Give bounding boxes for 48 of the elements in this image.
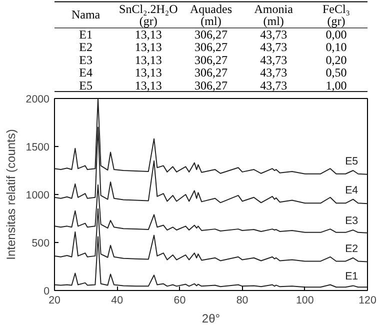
category-label: E1 [79, 27, 92, 42]
text: 0,50 [326, 66, 347, 80]
series-label: E2 [345, 242, 358, 255]
text: 306,27 [194, 52, 228, 67]
category-label: SnCl₂.2H₂O (gr) [119, 2, 178, 28]
category-label: E2 [79, 40, 92, 54]
y-axis-title: Intensitas relatif (counts) [4, 129, 18, 260]
text: Nama [71, 8, 101, 22]
text: 43,73 [260, 66, 288, 80]
category-label: Aquades (ml) [190, 2, 232, 28]
text: 13,13 [134, 40, 162, 54]
y-tick-label: 500 [32, 238, 50, 250]
text: 43,73 [260, 52, 288, 67]
y-tick-label: 2000 [26, 94, 50, 106]
series-label: E3 [345, 215, 358, 228]
x-tick-label: 100 [296, 294, 314, 306]
text: 0,00 [326, 27, 347, 42]
y-tick-label: 1000 [26, 190, 50, 202]
x-axis-title: 2θ° [202, 312, 220, 326]
text: 0,10 [326, 40, 347, 54]
y-tick-label: 1500 [26, 142, 50, 154]
series-label: E1 [345, 270, 358, 283]
category-label: E3 [79, 52, 92, 67]
x-tick-label: 40 [111, 294, 124, 306]
text: 13,13 [134, 66, 162, 80]
text: 306,27 [194, 40, 228, 54]
text: 0,20 [326, 52, 347, 67]
category-label: Amonia (ml) [254, 2, 294, 28]
text: 43,73 [260, 27, 288, 42]
text: 306,27 [194, 27, 228, 42]
text: 306,27 [194, 78, 228, 92]
text: 13,13 [134, 27, 162, 42]
x-tick-label: 80 [236, 294, 248, 306]
y-tick-label: 0 [44, 286, 50, 298]
text: 306,27 [194, 66, 228, 80]
category-label: E4 [79, 66, 92, 80]
category-label: FeCl₃ (gr) [322, 2, 350, 28]
text: 13,13 [134, 52, 162, 67]
text: 43,73 [260, 78, 288, 92]
text: 13,13 [134, 78, 162, 92]
x-tick-label: 120 [358, 294, 376, 306]
series-label: E4 [345, 184, 358, 196]
category-label: E5 [79, 78, 92, 92]
x-tick-label: 60 [174, 294, 186, 306]
text: 43,73 [260, 40, 288, 54]
text: 1,00 [326, 78, 347, 92]
x-tick-label: 20 [48, 294, 60, 306]
series-label: E5 [345, 156, 358, 168]
